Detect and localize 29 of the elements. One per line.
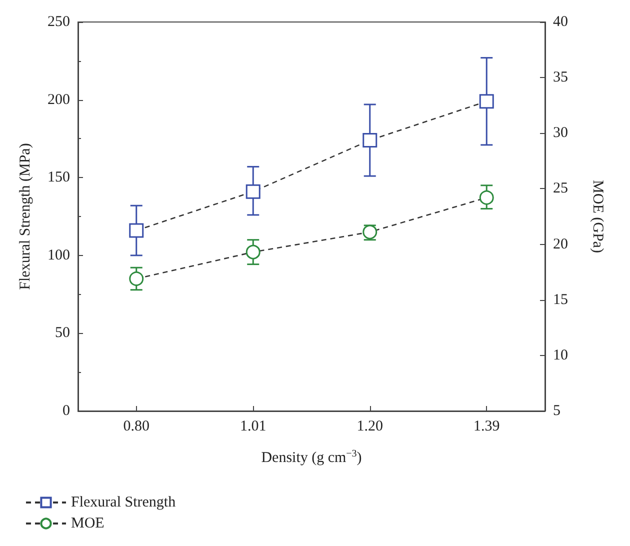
point [246, 244, 260, 260]
y2-tick-label: 5 [553, 403, 560, 419]
point [129, 223, 144, 238]
point [362, 133, 378, 148]
legend-label: Flexural Strength [71, 494, 176, 510]
y2-tick-label: 35 [553, 70, 568, 86]
y-tick-label: 0 [62, 403, 70, 419]
x-tick-label: 0.80 [123, 418, 150, 434]
point [129, 271, 144, 286]
y-axis-title: Flexural Strength (MPa) [18, 143, 34, 290]
y-tick-label: 150 [48, 170, 70, 186]
y2-axis-title: MOE (GPa) [590, 180, 606, 253]
point [246, 184, 260, 199]
y2-tick-label: 40 [553, 14, 568, 30]
x-tick-label: 1.20 [356, 418, 383, 434]
y2-tick-label: 30 [553, 125, 568, 142]
y-tick-label: 100 [48, 247, 70, 264]
point [479, 190, 494, 205]
y-tick-label: 250 [48, 14, 70, 30]
y2-tick-label: 25 [553, 180, 568, 197]
x-tick-label: 1.39 [474, 418, 500, 434]
y2-tick-label: 10 [553, 347, 568, 364]
x-tick-label: 1.01 [240, 418, 266, 434]
y-tick-label: 200 [48, 92, 70, 108]
y2-tick-label: 15 [553, 292, 568, 308]
point [479, 94, 494, 109]
y2-tick-label: 20 [553, 236, 568, 252]
y-tick-label: 50 [55, 325, 70, 342]
legend-label: MOE [71, 516, 104, 532]
